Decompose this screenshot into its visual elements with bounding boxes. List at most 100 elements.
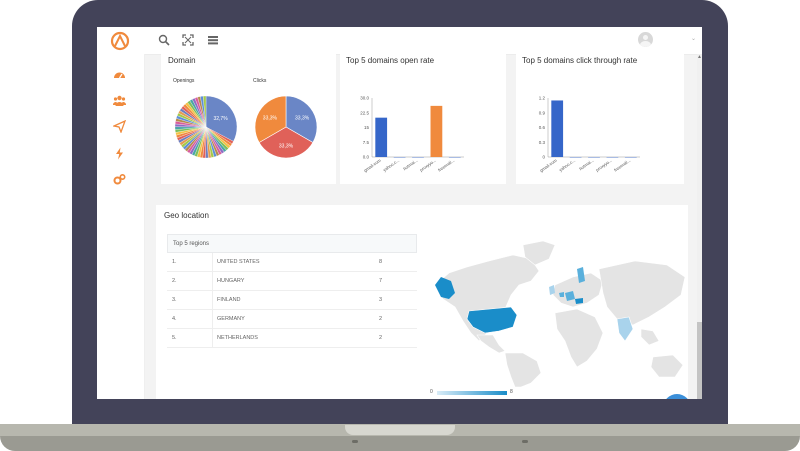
- click-rate-card-title: Top 5 domains click through rate: [522, 56, 638, 65]
- pie-slice: [285, 95, 318, 143]
- lightning-icon[interactable]: [113, 147, 126, 160]
- table-row[interactable]: 4. GERMANY 2: [167, 310, 417, 329]
- scroll-thumb[interactable]: [697, 322, 702, 399]
- row-rank: 5.: [172, 335, 177, 341]
- map-north-america: [434, 254, 540, 342]
- y-tick-label: 7.5: [363, 140, 370, 145]
- row-count: 8: [379, 259, 383, 265]
- y-tick-label: 0.0: [363, 155, 370, 160]
- y-tick-label: 1.2: [539, 96, 546, 101]
- floating-action-button[interactable]: [663, 394, 691, 399]
- map-greenland: [522, 240, 556, 266]
- map-legend-min: 0: [430, 389, 433, 395]
- click-rate-bar-chart[interactable]: 0 0.3 0.6 0.9 1.2 gmail.com yahoo.c... hotmai..…: [516, 54, 684, 184]
- laptop-notch: [345, 425, 455, 435]
- row-count: 2: [379, 316, 383, 322]
- map-canada-west: [435, 277, 455, 299]
- table-row[interactable]: 5. NETHERLANDS 2: [167, 329, 417, 348]
- top-bar: ⌄: [97, 27, 702, 55]
- openings-pie-chart[interactable]: 32,7%: [173, 94, 239, 160]
- laptop-foot: [522, 440, 528, 443]
- app-logo-icon[interactable]: [110, 31, 130, 51]
- row-region: FINLAND: [217, 297, 241, 303]
- y-tick-label: 0: [542, 155, 545, 160]
- x-tick-label: proxyyo...: [419, 158, 437, 173]
- laptop-base-bottom: [0, 436, 800, 451]
- map-australia: [650, 354, 684, 378]
- row-rank: 2.: [172, 278, 177, 284]
- y-tick-label: 22.5: [360, 110, 369, 115]
- table-row[interactable]: 1. UNITED STATES 8: [167, 253, 417, 272]
- settings-icon[interactable]: [113, 173, 126, 186]
- laptop-foot: [352, 440, 358, 443]
- pie-label: 32,7%: [213, 116, 228, 122]
- x-tick-label: gmail.com: [539, 157, 558, 173]
- bar: [551, 100, 564, 157]
- scroll-up-icon[interactable]: ▲: [697, 54, 702, 60]
- map-germany: [565, 291, 575, 301]
- row-rank: 3.: [172, 297, 177, 303]
- open-rate-bar-chart[interactable]: 0.0 7.5 15 22.5 30.0 gmail.com yahoo.c... hotma…: [340, 54, 506, 184]
- table-row[interactable]: 3. FINLAND 3: [167, 291, 417, 310]
- x-tick-label: gmail.com: [363, 157, 382, 173]
- map-usa: [466, 306, 518, 334]
- domain-card-title: Domain: [168, 56, 196, 65]
- row-region: HUNGARY: [217, 278, 245, 284]
- pie-label: 33,3%: [295, 116, 310, 122]
- avatar[interactable]: [638, 32, 653, 47]
- domain-card: Domain Openings Clicks 32,7% 33,3% 33,3% 3…: [161, 54, 336, 184]
- map-netherlands: [559, 292, 564, 297]
- send-icon[interactable]: [113, 120, 126, 133]
- map-africa: [554, 308, 604, 368]
- geo-card-title: Geo location: [164, 211, 209, 220]
- row-count: 3: [379, 297, 383, 303]
- row-count: 7: [379, 278, 383, 284]
- map-legend-gradient: [437, 391, 507, 395]
- map-se-asia: [640, 328, 660, 346]
- map-finland: [577, 267, 585, 283]
- open-rate-card: Top 5 domains open rate 0.0 7.5 15 22.5 30.0…: [340, 54, 506, 184]
- map-hungary: [575, 298, 583, 304]
- row-rank: 1.: [172, 259, 177, 265]
- row-region: UNITED STATES: [217, 259, 260, 265]
- x-tick-label: yahoo.c...: [382, 158, 400, 173]
- y-tick-label: 15: [364, 125, 370, 130]
- clicks-pie-chart[interactable]: 33,3% 33,3% 33,3%: [253, 94, 319, 160]
- row-region: NETHERLANDS: [217, 335, 258, 341]
- map-central-america: [476, 334, 506, 354]
- chevron-down-icon[interactable]: ⌄: [691, 36, 697, 42]
- world-map[interactable]: [427, 237, 689, 387]
- y-tick-label: 30.0: [360, 96, 369, 101]
- row-count: 2: [379, 335, 383, 341]
- bar: [430, 105, 443, 157]
- fullscreen-icon[interactable]: [182, 34, 194, 46]
- users-icon[interactable]: [113, 94, 126, 107]
- x-tick-label: freemail...: [613, 158, 631, 173]
- pie-slice: [205, 95, 238, 142]
- x-tick-label: yahoo.c...: [558, 158, 576, 173]
- search-icon[interactable]: [158, 34, 170, 46]
- menu-list-icon[interactable]: [207, 34, 219, 46]
- pie-slice: [202, 95, 207, 128]
- y-tick-label: 0.3: [539, 140, 546, 145]
- y-tick-label: 0.9: [539, 110, 546, 115]
- sidebar: [97, 54, 145, 399]
- row-rank: 4.: [172, 316, 177, 322]
- table-row[interactable]: 2. HUNGARY 7: [167, 272, 417, 291]
- x-tick-label: hotmai...: [578, 158, 594, 172]
- open-rate-card-title: Top 5 domains open rate: [346, 56, 435, 65]
- x-tick-label: freemail...: [437, 158, 455, 173]
- app-screen: ⌄ Domain Openings Clicks 32,7%: [97, 27, 702, 399]
- bar: [375, 117, 388, 157]
- y-tick-label: 0.6: [539, 125, 546, 130]
- regions-table-header: Top 5 regions: [167, 234, 417, 253]
- click-rate-card: Top 5 domains click through rate 0 0.3 0.6…: [516, 54, 684, 184]
- clicks-label: Clicks: [253, 78, 267, 84]
- map-uk: [549, 285, 555, 295]
- scrollbar[interactable]: ▲: [697, 54, 702, 399]
- pie-label: 33,3%: [279, 144, 294, 150]
- pie-slice: [254, 95, 287, 143]
- map-india: [616, 316, 634, 342]
- x-tick-label: proxyyo...: [595, 158, 613, 173]
- dashboard-icon[interactable]: [113, 68, 126, 81]
